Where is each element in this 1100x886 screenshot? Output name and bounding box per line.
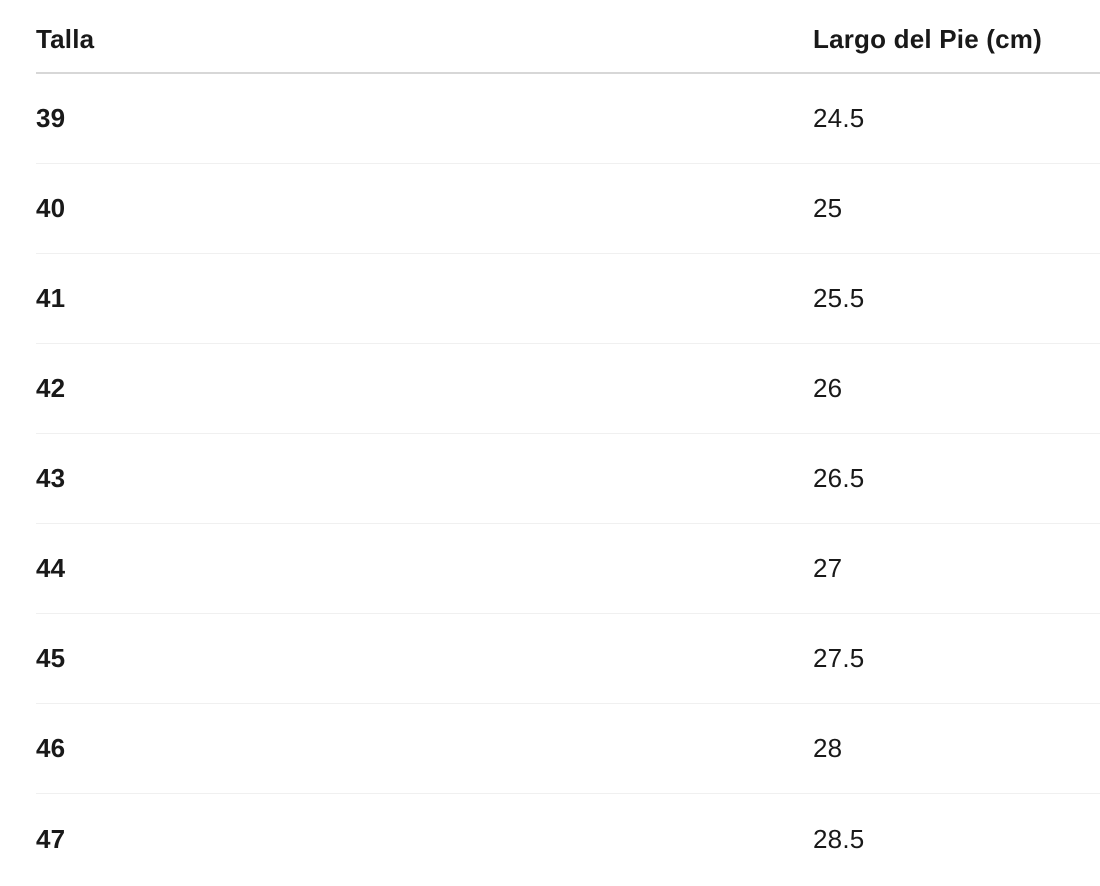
table-row: 44 27 <box>36 524 1100 614</box>
column-header-talla: Talla <box>36 23 95 54</box>
table-row: 39 24.5 <box>36 74 1100 164</box>
size-cell: 39 <box>36 103 66 133</box>
table-row: 43 26.5 <box>36 434 1100 524</box>
length-cell: 25.5 <box>813 283 865 313</box>
table-row: 40 25 <box>36 164 1100 254</box>
length-cell: 28.5 <box>813 823 865 854</box>
table-row: 46 28 <box>36 704 1100 794</box>
size-cell: 40 <box>36 193 66 223</box>
length-cell: 26.5 <box>813 463 865 493</box>
length-cell: 26 <box>813 373 843 403</box>
table-row: 47 28.5 <box>36 794 1100 884</box>
table-row: 41 25.5 <box>36 254 1100 344</box>
length-cell: 24.5 <box>813 103 865 133</box>
size-cell: 47 <box>36 823 66 854</box>
table-header-row: Talla Largo del Pie (cm) <box>36 0 1100 74</box>
column-header-largo-del-pie: Largo del Pie (cm) <box>813 23 1042 54</box>
table-row: 45 27.5 <box>36 614 1100 704</box>
size-cell: 44 <box>36 553 66 583</box>
length-cell: 27 <box>813 553 843 583</box>
length-cell: 25 <box>813 193 843 223</box>
length-cell: 28 <box>813 733 843 763</box>
size-cell: 43 <box>36 463 66 493</box>
size-cell: 46 <box>36 733 66 763</box>
table-row: 42 26 <box>36 344 1100 434</box>
size-cell: 42 <box>36 373 66 403</box>
size-cell: 45 <box>36 643 66 673</box>
size-cell: 41 <box>36 283 66 313</box>
length-cell: 27.5 <box>813 643 865 673</box>
